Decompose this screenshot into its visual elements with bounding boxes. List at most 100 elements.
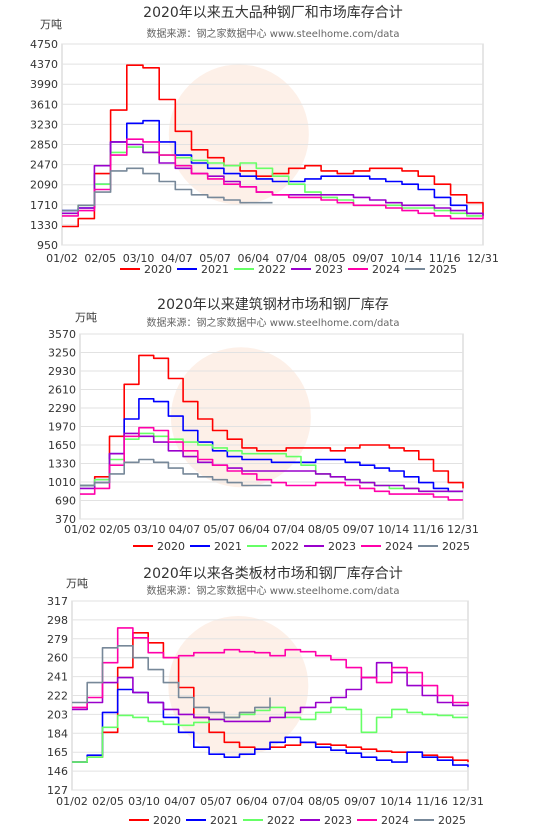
y-tick-label: 1970: [48, 421, 76, 434]
legend-label[interactable]: 2020: [153, 814, 181, 827]
y-tick-label: 146: [47, 765, 68, 778]
x-tick-label: 12/31: [447, 523, 479, 536]
y-tick-label: 4370: [30, 58, 58, 71]
series-line-2025: [80, 458, 272, 487]
legend-label[interactable]: 2023: [315, 263, 343, 276]
y-tick-label: 3230: [30, 118, 58, 131]
y-axis-unit: 万吨: [75, 311, 97, 324]
x-tick-label: 06/04: [238, 523, 270, 536]
x-tick-label: 03/10: [123, 252, 155, 265]
series-line-2024: [62, 138, 484, 220]
chart-subtitle: 数据来源：钢之家数据中心 www.steelhome.com/data: [147, 584, 400, 597]
y-tick-label: 2470: [30, 159, 58, 172]
chart-subtitle: 数据来源：钢之家数据中心 www.steelhome.com/data: [147, 27, 400, 40]
chart-title: 2020年以来五大品种钢厂和市场库存合计: [143, 4, 403, 21]
legend-label[interactable]: 2023: [324, 814, 352, 827]
x-tick-label: 12/31: [452, 795, 484, 808]
legend-label[interactable]: 2022: [267, 814, 295, 827]
legend-label[interactable]: 2021: [201, 263, 229, 276]
x-tick-label: 01/02: [64, 523, 96, 536]
watermark-logo: [170, 347, 311, 488]
y-tick-label: 370: [55, 513, 76, 526]
x-tick-label: 02/05: [99, 523, 131, 536]
y-tick-label: 1650: [48, 439, 76, 452]
x-tick-label: 10/14: [378, 523, 410, 536]
series-line-2025: [62, 167, 273, 212]
series-line-2021: [62, 119, 483, 215]
series-line-2022: [72, 706, 468, 763]
x-tick-label: 03/10: [134, 523, 166, 536]
series-line-2023: [72, 661, 469, 723]
y-tick-label: 298: [47, 614, 68, 627]
x-tick-label: 07/04: [276, 252, 308, 265]
y-tick-label: 3990: [30, 78, 58, 91]
legend-label[interactable]: 2025: [438, 814, 466, 827]
x-tick-label: 10/14: [391, 252, 423, 265]
y-tick-label: 4750: [30, 38, 58, 51]
x-tick-label: 11/16: [412, 523, 444, 536]
y-tick-label: 2850: [30, 139, 58, 152]
x-tick-label: 10/14: [380, 795, 412, 808]
x-tick-label: 04/07: [161, 252, 193, 265]
series-line-2024: [80, 426, 463, 501]
chart-panel-1: 950 1330 1710 2090 2470 2850 3230 3610 3990 4370 4…: [0, 0, 547, 276]
legend-label[interactable]: 2024: [372, 263, 400, 276]
x-tick-label: 12/31: [467, 252, 499, 265]
chart-construction-steel: 370 690 1010 1330 1650 1970 2290 2610 2930 3250 35…: [48, 296, 479, 553]
chart-panel-3: 127 146 165 184 203 222 241 260 279 298 317 01/02 02…: [0, 562, 547, 831]
watermark-logo: [168, 64, 309, 205]
series-line-2021: [80, 398, 463, 493]
x-tick-label: 07/04: [273, 523, 305, 536]
chart-plate-steel: 127 146 165 184 203 222 241 260 279 298 317 01/02 02…: [47, 565, 484, 827]
y-tick-label: 3610: [30, 98, 58, 111]
y-tick-label: 3570: [48, 328, 76, 341]
x-tick-label: 06/04: [236, 795, 268, 808]
chart-subtitle: 数据来源：钢之家数据中心 www.steelhome.com/data: [147, 316, 400, 329]
chart-panel-2: 370 690 1010 1330 1650 1970 2290 2610 2930 3250 35…: [0, 285, 547, 557]
chart-title: 2020年以来建筑钢材市场和钢厂库存: [157, 296, 389, 313]
x-tick-label: 03/10: [128, 795, 160, 808]
watermark-logo: [168, 616, 309, 757]
y-tick-label: 1330: [30, 219, 58, 232]
x-tick-label: 09/07: [343, 523, 375, 536]
y-tick-label: 2290: [48, 402, 76, 415]
legend-label[interactable]: 2021: [214, 540, 242, 553]
x-tick-label: 04/07: [164, 795, 196, 808]
legend-label[interactable]: 2025: [429, 263, 457, 276]
legend-label[interactable]: 2025: [442, 540, 470, 553]
x-tick-label: 05/07: [200, 795, 232, 808]
y-tick-label: 203: [47, 708, 68, 721]
legend-label[interactable]: 2021: [210, 814, 238, 827]
legend-label[interactable]: 2020: [144, 263, 172, 276]
y-tick-label: 1010: [48, 476, 76, 489]
y-tick-label: 165: [47, 746, 68, 759]
x-tick-label: 08/05: [308, 795, 340, 808]
y-tick-label: 1710: [30, 199, 58, 212]
legend-label[interactable]: 2024: [385, 540, 413, 553]
y-tick-label: 127: [47, 784, 68, 797]
series-line-2020: [80, 354, 464, 489]
legend-label[interactable]: 2020: [157, 540, 185, 553]
x-tick-label: 09/07: [352, 252, 384, 265]
y-tick-label: 317: [47, 595, 68, 608]
y-tick-label: 260: [47, 652, 68, 665]
x-tick-label: 11/16: [416, 795, 448, 808]
y-tick-label: 241: [47, 671, 68, 684]
x-tick-label: 05/07: [203, 523, 235, 536]
legend-label[interactable]: 2022: [258, 263, 286, 276]
y-tick-label: 690: [55, 495, 76, 508]
x-tick-label: 09/07: [344, 795, 376, 808]
x-tick-label: 02/05: [92, 795, 124, 808]
x-tick-label: 01/02: [46, 252, 78, 265]
y-tick-label: 1330: [48, 458, 76, 471]
series-line-2024: [72, 627, 469, 709]
legend-label[interactable]: 2024: [381, 814, 409, 827]
chart-five-products: 950 1330 1710 2090 2470 2850 3230 3610 3990 4370 4…: [30, 4, 499, 276]
x-tick-label: 07/04: [272, 795, 304, 808]
legend-label[interactable]: 2023: [328, 540, 356, 553]
y-tick-label: 950: [37, 239, 58, 252]
y-tick-label: 279: [47, 633, 68, 646]
x-tick-label: 04/07: [169, 523, 201, 536]
y-axis-unit: 万吨: [66, 577, 88, 590]
legend-label[interactable]: 2022: [271, 540, 299, 553]
